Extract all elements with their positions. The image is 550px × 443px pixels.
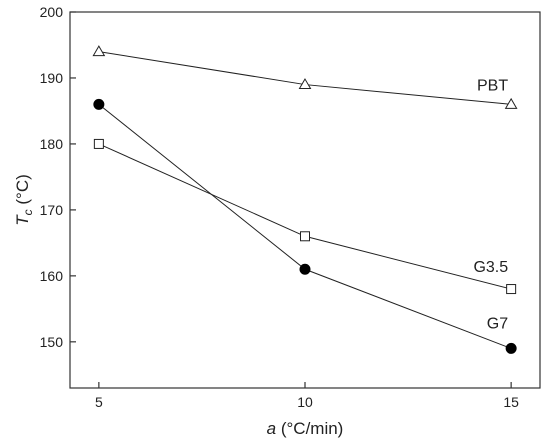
series-label-g3-5: G3.5 bbox=[473, 259, 508, 276]
x-tick-label: 5 bbox=[95, 394, 103, 410]
data-point-g7 bbox=[299, 263, 311, 275]
y-tick-label: 200 bbox=[40, 4, 64, 20]
data-point-pbt bbox=[92, 45, 106, 57]
data-point-g3-5 bbox=[93, 138, 104, 149]
series-label-g7: G7 bbox=[487, 315, 508, 332]
y-axis-unit: (°C) bbox=[13, 174, 32, 209]
data-point-pbt bbox=[504, 97, 518, 109]
y-axis-var: T bbox=[13, 214, 32, 226]
y-axis-label: Tc (°C) bbox=[13, 174, 35, 226]
y-tick-label: 190 bbox=[40, 70, 64, 86]
data-point-pbt bbox=[298, 78, 312, 90]
data-point-g3-5 bbox=[506, 284, 517, 295]
series-line-pbt bbox=[98, 51, 512, 105]
plot-frame bbox=[69, 11, 541, 389]
axis-ticks bbox=[70, 11, 512, 388]
tick-labels: 5 10 15 150 160 170 180 190 200 bbox=[40, 4, 519, 410]
x-axis-unit: (°C/min) bbox=[276, 419, 343, 438]
data-point-g7 bbox=[93, 98, 105, 110]
x-axis-label: a (°C/min) bbox=[267, 419, 344, 438]
y-tick-label: 160 bbox=[40, 268, 64, 284]
y-tick-label: 170 bbox=[40, 202, 64, 218]
data-point-g7 bbox=[505, 342, 517, 354]
y-tick-label: 180 bbox=[40, 136, 64, 152]
series-layer: PBT G3.5 G7 bbox=[92, 45, 518, 354]
x-tick-label: 15 bbox=[503, 394, 519, 410]
x-axis-var: a bbox=[267, 419, 276, 438]
series-label-pbt: PBT bbox=[477, 77, 508, 94]
series-line-g7 bbox=[98, 103, 512, 349]
y-tick-label: 150 bbox=[40, 334, 64, 350]
x-tick-label: 10 bbox=[297, 394, 313, 410]
data-point-g3-5 bbox=[300, 231, 310, 242]
y-axis-sub: c bbox=[21, 209, 35, 215]
